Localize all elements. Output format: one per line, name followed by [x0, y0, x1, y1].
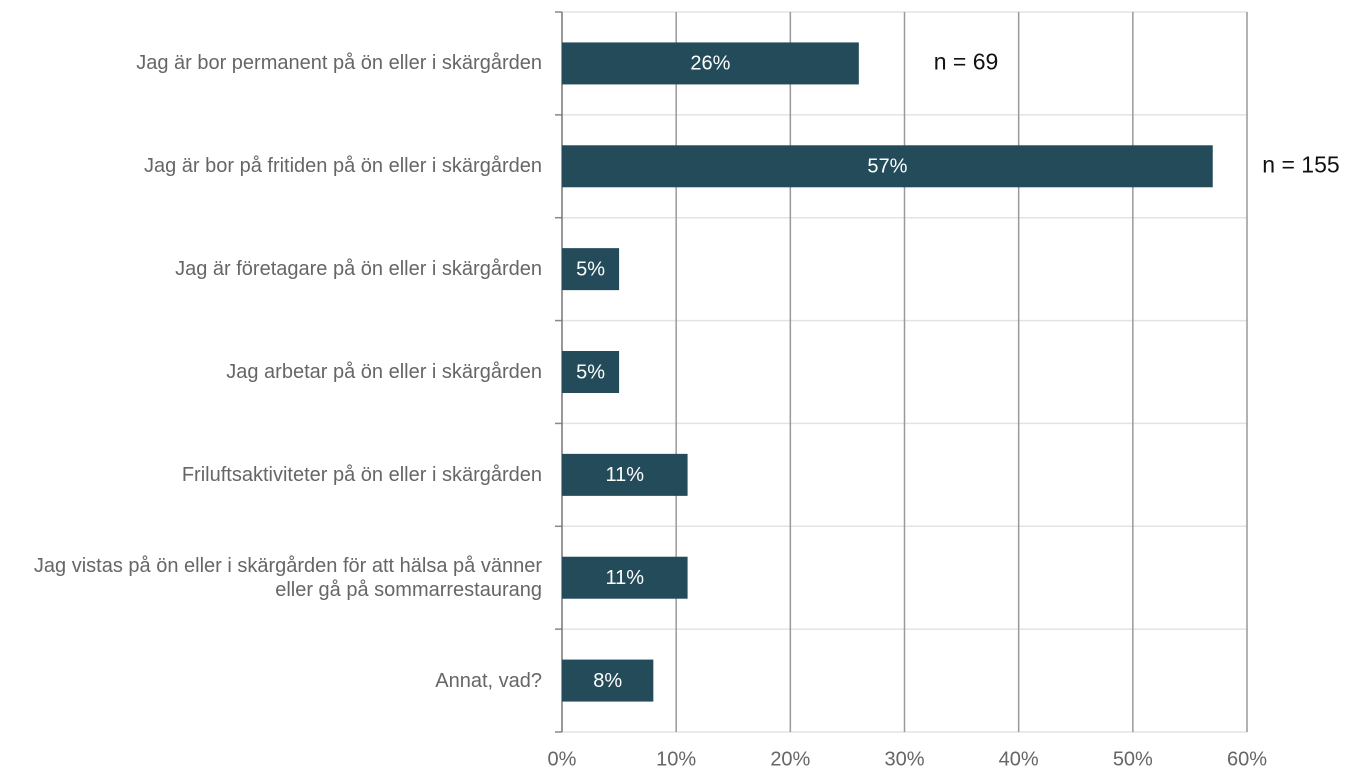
- x-tick-label: 20%: [770, 748, 810, 770]
- value-label: 11%: [606, 567, 645, 589]
- value-label: 5%: [576, 361, 605, 383]
- x-tick-label: 50%: [1113, 748, 1153, 770]
- x-tick-label: 30%: [884, 748, 924, 770]
- annotation: n = 155: [1262, 151, 1339, 177]
- category-label: Jag arbetar på ön eller i skärgården: [226, 361, 542, 383]
- value-label: 11%: [606, 464, 645, 486]
- x-tick-label: 0%: [548, 748, 577, 770]
- value-label: 26%: [690, 53, 730, 75]
- bar: [562, 248, 620, 291]
- value-label: 5%: [576, 258, 605, 280]
- category-label: Jag vistas på ön eller i skärgården för …: [33, 554, 542, 601]
- bar: [562, 556, 688, 599]
- x-tick-label: 10%: [656, 748, 696, 770]
- category-label: Jag är företagare på ön eller i skärgård…: [175, 258, 542, 281]
- value-label: 57%: [867, 156, 907, 178]
- bar: [562, 659, 654, 702]
- bar: [562, 145, 1213, 188]
- category-label: Jag är bor på fritiden på ön eller i skä…: [143, 155, 542, 178]
- category-label: Jag är bor permanent på ön eller i skärg…: [136, 52, 542, 75]
- category-label: Annat, vad?: [435, 669, 542, 692]
- x-tick-label: 40%: [999, 748, 1039, 770]
- category-label: Friluftsaktiviteter på ön eller i skärgå…: [181, 463, 542, 486]
- bar: [562, 42, 859, 85]
- bar: [562, 453, 688, 496]
- x-tick-label: 60%: [1227, 748, 1267, 770]
- annotation: n = 69: [934, 49, 999, 75]
- value-label: 8%: [593, 670, 622, 692]
- bar: [562, 351, 620, 393]
